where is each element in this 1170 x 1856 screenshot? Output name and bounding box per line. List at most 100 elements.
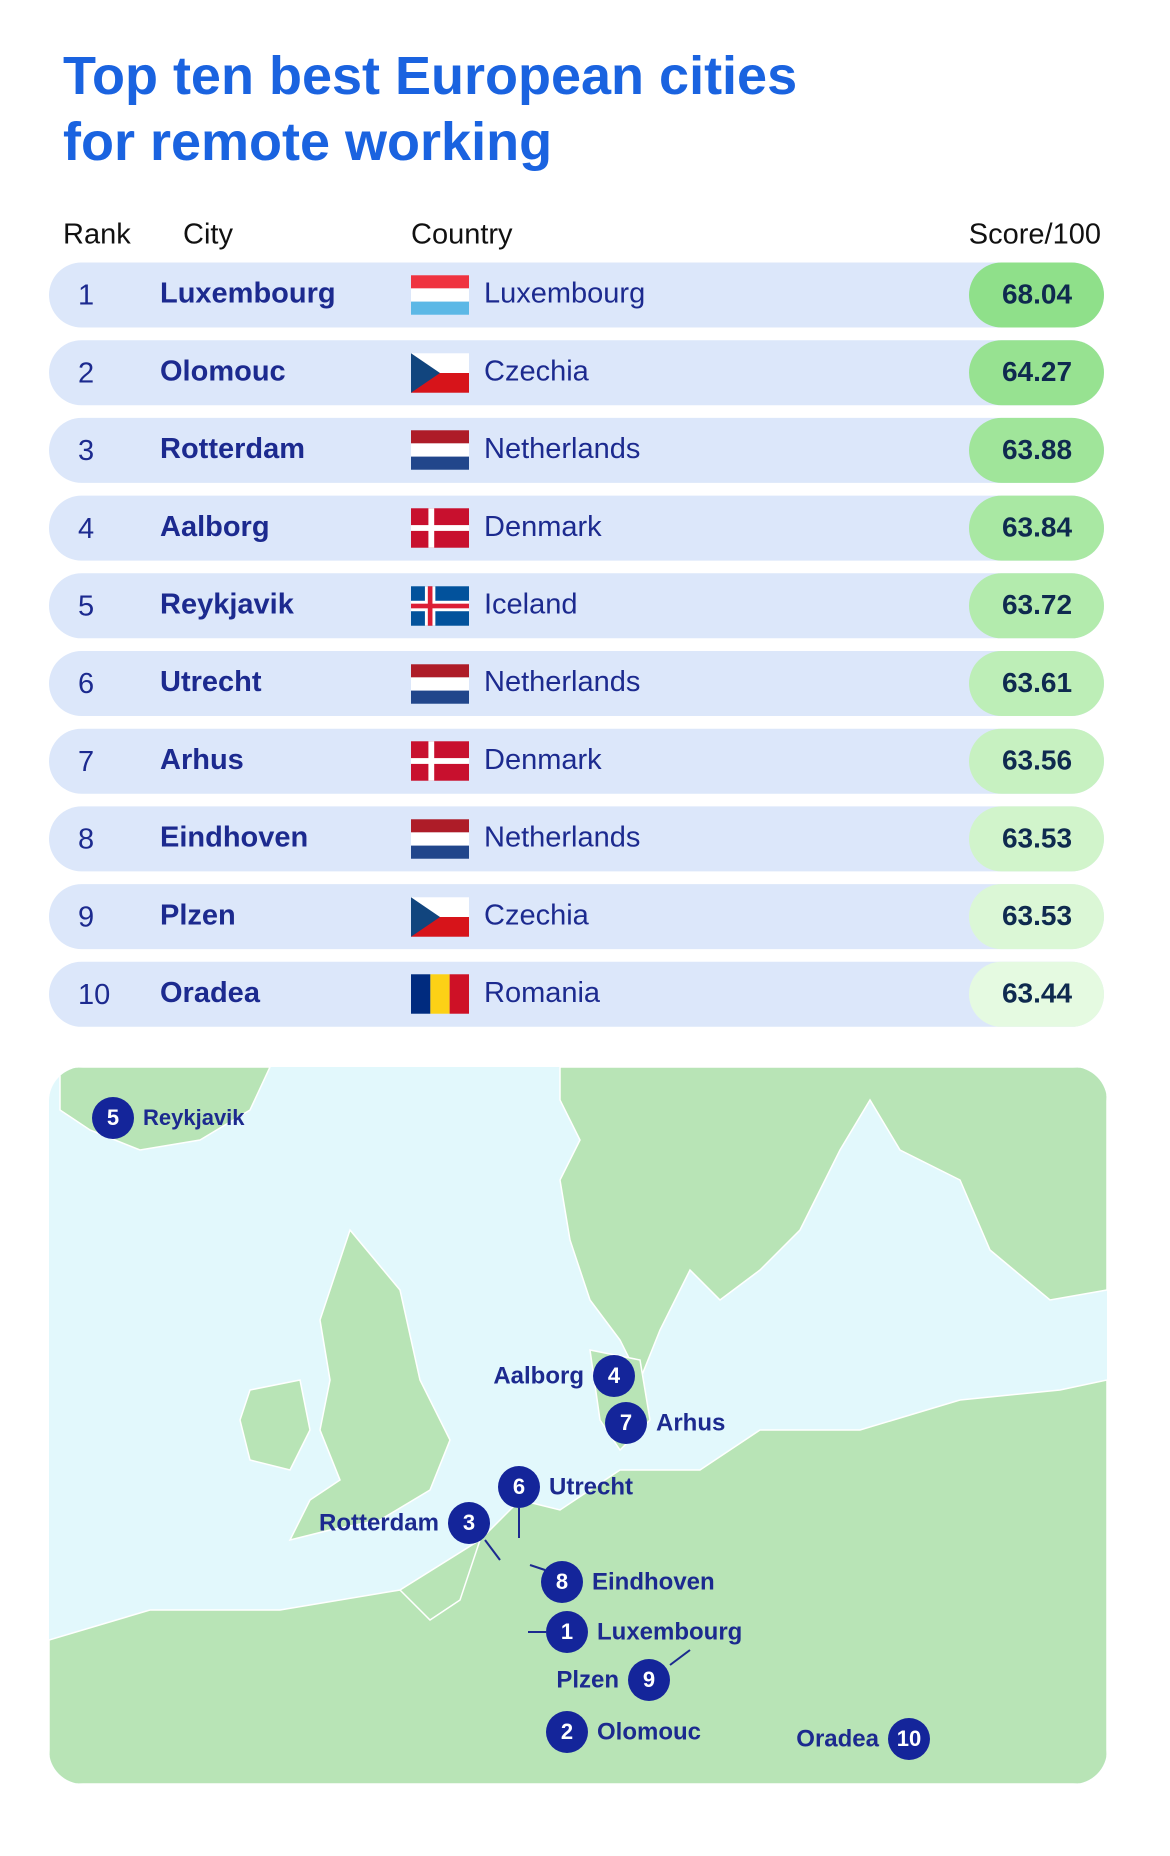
flag [411,741,469,781]
country: Czechia [484,899,590,931]
marker-rank: 6 [513,1474,525,1499]
score: 63.53 [1002,900,1072,931]
country: Czechia [484,355,590,387]
marker-city: Utrecht [549,1473,633,1500]
column-header: Score/100 [969,219,1101,251]
score: 63.84 [1002,511,1072,542]
row-background [49,417,1104,483]
country: Netherlands [484,822,640,854]
rank: 3 [78,435,94,467]
marker-city: Eindhoven [592,1568,715,1595]
marker [546,1711,588,1753]
map-markers: 5 Reykjavik 4 Aalborg 7 Arhus 6 Utrecht 3 Rotterd… [92,1097,930,1760]
marker-rank: 7 [620,1410,632,1435]
marker-rank: 2 [561,1719,573,1744]
marker-rank: 10 [897,1726,921,1751]
country: Luxembourg [484,278,645,310]
city: Oradea [160,977,261,1009]
city: Eindhoven [160,822,308,854]
flag [411,897,469,937]
marker [498,1466,540,1508]
flag [411,353,469,393]
row-background [49,651,1104,716]
marker-rank: 4 [608,1363,621,1388]
city: Rotterdam [160,433,305,465]
flags [411,275,469,1014]
score: 63.56 [1002,745,1072,776]
row-background [49,495,1104,561]
score: 64.27 [1002,356,1072,387]
rank: 4 [78,513,94,545]
city: Reykjavik [160,588,295,620]
rank: 2 [78,357,94,389]
marker [541,1561,583,1603]
score-pill [969,728,1104,794]
column-header: Rank [63,219,131,251]
row-background [49,806,1104,872]
flag [411,819,469,859]
row-background [49,262,1104,328]
flag [411,586,469,626]
score-pill [969,417,1104,483]
country: Denmark [484,511,602,543]
marker-rank: 5 [107,1105,119,1130]
marker-city: Oradea [796,1725,879,1752]
rank: 9 [78,901,94,933]
city: Aalborg [160,511,270,543]
marker-rank: 1 [561,1619,573,1644]
rank: 5 [78,590,94,622]
city: Arhus [160,744,244,776]
score: 68.04 [1002,278,1072,309]
map: 5 Reykjavik 4 Aalborg 7 Arhus 6 Utrecht 3 Rotterd… [49,1067,1107,1784]
marker [888,1718,930,1760]
score-pill [969,340,1104,406]
rank: 1 [78,280,94,312]
score-pill [969,262,1104,328]
rank: 10 [78,979,110,1011]
rank: 8 [78,824,94,856]
country: Netherlands [484,666,640,698]
marker-city: Rotterdam [319,1509,439,1536]
marker-city: Aalborg [493,1362,584,1389]
marker-city: Arhus [656,1409,725,1436]
score-pill [969,573,1104,639]
flag [411,430,469,470]
score-pill [969,961,1104,1027]
marker-rank: 8 [556,1569,568,1594]
marker [605,1402,647,1444]
score-pill [969,806,1104,872]
country: Romania [484,977,601,1009]
row-background [49,573,1104,639]
flag [411,275,469,315]
score: 63.44 [1002,978,1072,1009]
marker-city: Olomouc [597,1718,701,1745]
city: Olomouc [160,355,286,387]
row-background [49,340,1104,406]
score-pill [969,495,1104,561]
flag [411,508,469,548]
marker [448,1502,490,1544]
score: 63.53 [1002,822,1072,853]
score: 63.72 [1002,589,1072,620]
table: 1 Luxembourg Luxembourg 68.04 2 Olomouc Czechi… [49,262,1104,1027]
marker [593,1355,635,1397]
marker-rank: 3 [463,1510,475,1535]
row-background [49,728,1104,794]
score-pill [969,884,1104,950]
country: Iceland [484,588,578,620]
city: Luxembourg [160,278,336,310]
column-header: Country [411,219,513,251]
title: Top ten best European cities [63,46,797,106]
flag [411,664,469,704]
row-background [49,884,1104,950]
rank: 7 [78,746,94,778]
city: Utrecht [160,666,262,698]
column-header: City [183,219,233,251]
leader-lines [484,1508,691,1666]
score-pill [969,651,1104,716]
marker [628,1659,670,1701]
row-background [49,961,1104,1027]
marker-city: Plzen [556,1666,619,1693]
marker [92,1097,134,1139]
